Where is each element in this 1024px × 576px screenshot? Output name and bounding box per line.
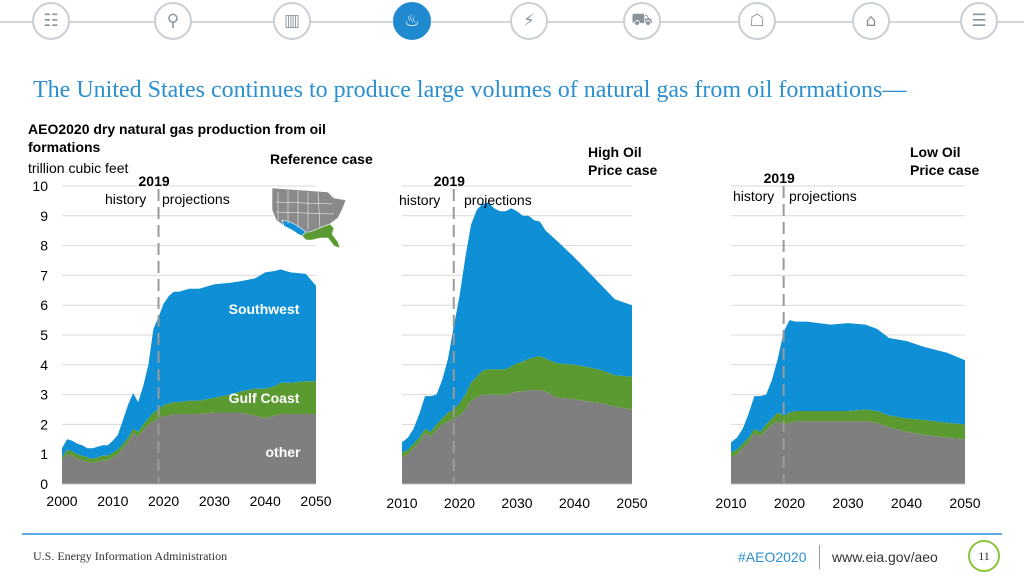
- footer-separator: [819, 545, 820, 569]
- y-tick-label: 4: [40, 357, 48, 373]
- x-tick-label: 2050: [300, 493, 331, 509]
- area-gulf-coast: [62, 381, 316, 464]
- y-tick-label: 10: [32, 178, 48, 194]
- overview-icon[interactable]: ☷: [32, 2, 70, 40]
- us-region-map: [271, 187, 347, 249]
- y-tick-label: 0: [40, 476, 48, 492]
- area-gulf-coast: [731, 409, 965, 458]
- y-tick-label: 2: [40, 416, 48, 432]
- area-southwest: [731, 320, 965, 453]
- x-tick-label: 2030: [501, 495, 532, 511]
- x-tick-label: 2040: [559, 495, 590, 511]
- slide-headline: The United States continues to produce l…: [33, 77, 907, 103]
- x-tick-label: 2050: [949, 495, 980, 511]
- x-tick-label: 2020: [444, 495, 475, 511]
- y-tick-label: 5: [40, 327, 48, 343]
- low-oil-title-line1: Low Oil: [910, 144, 961, 160]
- buildings-icon[interactable]: ☖: [738, 2, 776, 40]
- projections-label: projections: [464, 192, 532, 208]
- high-oil-title-line2: Price case: [588, 162, 658, 178]
- other-label: other: [266, 444, 302, 460]
- search-icon[interactable]: ⚲: [154, 2, 192, 40]
- y-tick-label: 1: [40, 446, 48, 462]
- y-tick-label: 9: [40, 208, 48, 224]
- natural-gas-icon[interactable]: ♨: [393, 2, 431, 40]
- x-tick-label: 2030: [832, 495, 863, 511]
- area-southwest: [402, 202, 632, 453]
- gulf-coast-label: Gulf Coast: [229, 390, 300, 406]
- x-tick-label: 2000: [46, 493, 77, 509]
- area-other: [62, 412, 316, 484]
- x-tick-label: 2040: [891, 495, 922, 511]
- reference-case-title: Reference case: [270, 151, 373, 167]
- x-tick-label: 2010: [97, 493, 128, 509]
- chart-title-line2: formations: [28, 139, 101, 155]
- area-other: [402, 390, 632, 484]
- x-tick-label: 2020: [774, 495, 805, 511]
- projections-label: projections: [162, 191, 230, 207]
- area-gulf-coast: [402, 355, 632, 458]
- divider-year-label: 2019: [139, 173, 170, 189]
- x-tick-label: 2050: [616, 495, 647, 511]
- x-tick-label: 2040: [250, 493, 281, 509]
- electricity-icon[interactable]: ⚡: [510, 2, 548, 40]
- footer-divider: [22, 533, 1002, 535]
- area-other: [731, 421, 965, 484]
- y-tick-label: 8: [40, 238, 48, 254]
- y-tick-label: 7: [40, 267, 48, 283]
- divider-year-label: 2019: [434, 173, 465, 189]
- high-oil-title-line1: High Oil: [588, 144, 642, 160]
- southwest-label: Southwest: [229, 301, 300, 317]
- topic-navbar: ☷ ⚲ ▥ ♨ ⚡ ⛟ ☖ ⌂ ☰: [0, 0, 1024, 46]
- x-tick-label: 2030: [199, 493, 230, 509]
- documents-icon[interactable]: ☰: [960, 2, 998, 40]
- low-oil-title-line2: Price case: [910, 162, 980, 178]
- history-label: history: [105, 191, 146, 207]
- chart-title-line1: AEO2020 dry natural gas production from …: [28, 121, 326, 137]
- page-number: 11: [968, 540, 1000, 572]
- x-tick-label: 2010: [715, 495, 746, 511]
- oil-barrel-icon[interactable]: ▥: [273, 2, 311, 40]
- industrial-icon[interactable]: ⌂: [852, 2, 890, 40]
- transportation-icon[interactable]: ⛟: [623, 2, 661, 40]
- footer-hashtag[interactable]: #AEO2020: [738, 549, 807, 565]
- y-tick-label: 3: [40, 387, 48, 403]
- chart-units: trillion cubic feet: [28, 160, 129, 176]
- area-southwest: [62, 269, 316, 459]
- x-tick-label: 2010: [386, 495, 417, 511]
- footer-organization: U.S. Energy Information Administration: [33, 549, 228, 563]
- y-tick-label: 6: [40, 297, 48, 313]
- projections-label: projections: [789, 188, 857, 204]
- x-tick-label: 2020: [148, 493, 179, 509]
- footer-url-link[interactable]: www.eia.gov/aeo: [832, 549, 938, 565]
- history-label: history: [399, 192, 440, 208]
- history-label: history: [733, 188, 774, 204]
- divider-year-label: 2019: [764, 170, 795, 186]
